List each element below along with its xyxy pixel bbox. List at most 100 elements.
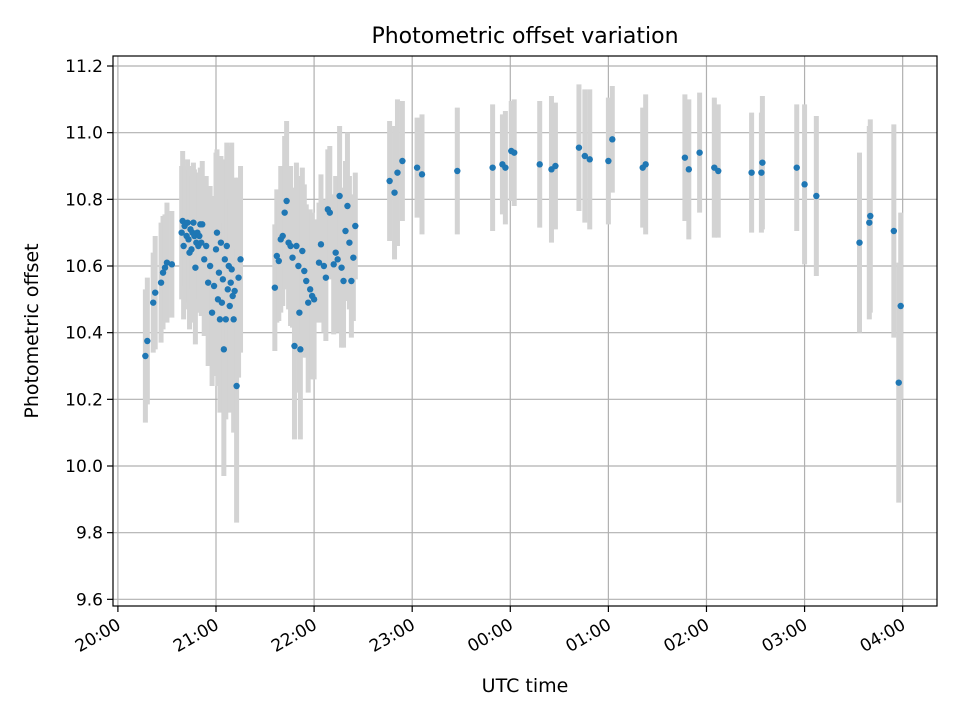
y-tick-label: 10.6: [65, 257, 103, 277]
data-point: [230, 316, 237, 323]
data-point: [489, 164, 496, 171]
data-point: [237, 256, 244, 263]
data-point: [196, 232, 203, 240]
data-point: [206, 262, 214, 270]
data-point: [180, 242, 187, 250]
data-point: [289, 254, 296, 261]
data-point: [605, 157, 612, 165]
data-point: [199, 221, 206, 228]
data-point: [413, 164, 421, 171]
data-point: [185, 236, 192, 243]
data-point: [338, 264, 345, 271]
data-point: [210, 282, 218, 290]
data-point: [352, 222, 359, 230]
data-point: [336, 192, 343, 200]
data-point: [275, 257, 282, 265]
data-point: [151, 289, 159, 296]
data-point: [856, 239, 863, 246]
data-point: [748, 169, 755, 176]
data-point: [235, 274, 242, 281]
data-point: [609, 136, 616, 143]
data-point: [287, 242, 294, 250]
data-point: [502, 164, 509, 171]
data-point: [296, 309, 303, 316]
data-point: [291, 342, 298, 350]
data-point: [586, 156, 593, 163]
data-point: [159, 269, 167, 276]
axes-frame: [112, 55, 938, 607]
data-point: [220, 346, 228, 353]
data-point: [696, 149, 703, 156]
data-point: [793, 164, 800, 171]
data-point: [297, 346, 304, 353]
y-tick-label: 9.6: [76, 590, 103, 610]
data-point: [350, 254, 357, 261]
y-tick-label: 10.0: [65, 457, 103, 477]
y-tick-label: 11.2: [65, 57, 103, 77]
data-point: [317, 241, 325, 248]
data-point: [202, 242, 210, 250]
data-point: [394, 169, 401, 176]
data-point: [391, 189, 398, 196]
y-tick-label: 10.4: [65, 324, 103, 344]
data-point: [168, 261, 176, 268]
data-point: [813, 192, 820, 200]
data-point: [161, 264, 169, 271]
data-point: [219, 276, 227, 283]
data-point: [188, 246, 195, 253]
data-point: [163, 259, 171, 266]
data-point: [334, 256, 341, 263]
data-point: [233, 382, 240, 390]
data-point: [208, 309, 216, 316]
data-point: [279, 232, 286, 240]
data-point: [310, 296, 318, 303]
y-tick-label: 10.2: [65, 390, 103, 410]
y-axis-ticks: 9.6 9.8 10.0 10.2 10.4 10.6 10.8 11.0 11.2: [65, 57, 113, 610]
chart-title: Photometric offset variation: [371, 24, 678, 49]
data-point: [454, 167, 461, 175]
data-point: [293, 242, 300, 250]
data-point: [215, 269, 223, 276]
data-point: [226, 302, 233, 310]
data-point: [229, 292, 236, 300]
data-point: [575, 144, 583, 151]
data-point: [386, 177, 393, 185]
data-point: [192, 264, 199, 271]
data-point: [344, 202, 351, 210]
data-point: [283, 197, 290, 205]
data-point: [271, 284, 279, 291]
data-point: [348, 277, 355, 285]
data-point: [642, 161, 649, 168]
data-point: [150, 299, 157, 306]
data-point: [399, 157, 406, 165]
data-point: [179, 217, 186, 225]
data-point: [216, 316, 224, 323]
data-point: [223, 242, 230, 250]
data-point: [204, 279, 212, 286]
data-point: [273, 252, 281, 260]
data-point: [536, 161, 543, 168]
data-point: [895, 379, 902, 386]
data-point: [330, 261, 337, 268]
data-point: [681, 154, 689, 161]
data-point: [867, 212, 874, 220]
data-point: [221, 256, 229, 263]
data-point: [222, 316, 230, 323]
data-point: [231, 287, 238, 295]
data-points: [142, 136, 904, 390]
data-point: [581, 152, 589, 160]
data-point: [228, 266, 235, 273]
data-point: [552, 162, 559, 170]
data-point: [144, 337, 151, 345]
y-axis-label: Photometric offset: [21, 243, 43, 418]
data-point: [299, 247, 306, 255]
data-point: [315, 259, 323, 266]
data-point: [201, 256, 208, 263]
data-point: [346, 239, 353, 246]
data-point: [685, 166, 693, 173]
data-point: [190, 219, 197, 226]
y-tick-label: 9.8: [76, 524, 103, 544]
data-point: [418, 171, 426, 178]
